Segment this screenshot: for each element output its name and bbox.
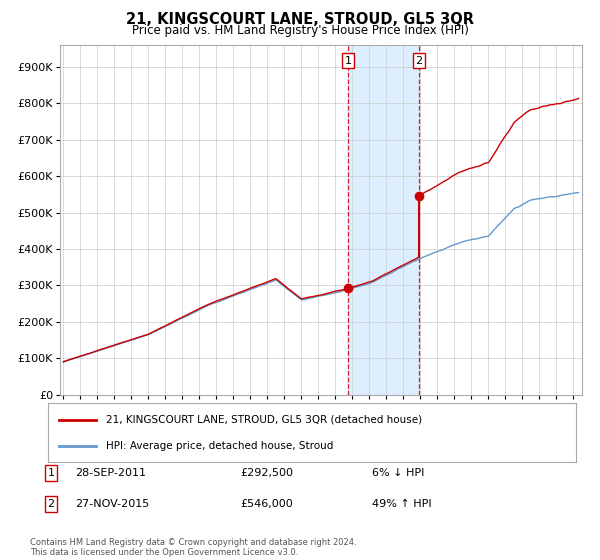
Text: 28-SEP-2011: 28-SEP-2011 <box>75 468 146 478</box>
Text: 6% ↓ HPI: 6% ↓ HPI <box>372 468 424 478</box>
Bar <box>348 45 419 395</box>
Text: 49% ↑ HPI: 49% ↑ HPI <box>372 499 431 509</box>
Text: £292,500: £292,500 <box>240 468 293 478</box>
Text: Contains HM Land Registry data © Crown copyright and database right 2024.
This d: Contains HM Land Registry data © Crown c… <box>30 538 356 557</box>
Text: 1: 1 <box>47 468 55 478</box>
Text: 21, KINGSCOURT LANE, STROUD, GL5 3QR (detached house): 21, KINGSCOURT LANE, STROUD, GL5 3QR (de… <box>106 414 422 424</box>
Text: 2: 2 <box>416 55 422 66</box>
Text: 27-NOV-2015: 27-NOV-2015 <box>75 499 149 509</box>
Text: Price paid vs. HM Land Registry's House Price Index (HPI): Price paid vs. HM Land Registry's House … <box>131 24 469 36</box>
Text: 21, KINGSCOURT LANE, STROUD, GL5 3QR: 21, KINGSCOURT LANE, STROUD, GL5 3QR <box>126 12 474 27</box>
Text: 2: 2 <box>47 499 55 509</box>
Text: HPI: Average price, detached house, Stroud: HPI: Average price, detached house, Stro… <box>106 441 334 451</box>
Text: £546,000: £546,000 <box>240 499 293 509</box>
Text: 1: 1 <box>345 55 352 66</box>
